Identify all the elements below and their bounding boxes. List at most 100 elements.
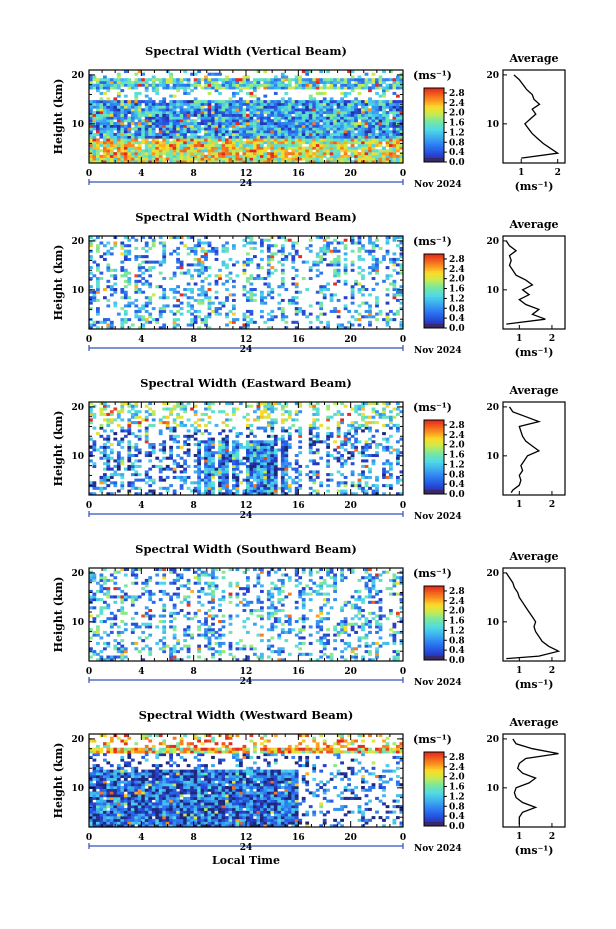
colorbar-segment [424,613,444,617]
colorbar-segment [424,268,444,272]
average-xtick-label: 1 [516,832,522,842]
colorbar-segment [424,766,444,770]
colorbar-tick-label: 2.4 [449,763,465,773]
colorbar-segment [424,322,444,325]
colorbar-segment [424,650,444,654]
colorbar-segment [424,97,444,100]
panel-title: Spectral Width (Vertical Beam) [145,44,347,58]
date-label: Nov 2024 [414,180,462,190]
colorbar-segment [424,777,444,781]
colorbar-segment [424,447,444,451]
colorbar-segment [424,315,444,318]
colorbar-tick-label: 0.8 [449,470,465,480]
xtick-label: 0 [86,169,92,179]
average-xlabel: (ms⁻¹) [515,844,554,857]
colorbar-segment [424,440,444,443]
colorbar-segment [424,95,444,98]
colorbar-segment [424,261,444,264]
colorbar-segment [424,324,444,328]
colorbar-segment [424,141,444,144]
colorbar-segment [424,445,444,449]
colorbar-segment [424,783,444,786]
average-xlabel: (ms⁻¹) [515,180,554,193]
colorbar-tick-label: 0.0 [449,158,465,168]
xtick-label: 4 [138,833,144,843]
colorbar-segment [424,814,444,818]
average-xtick-label: 1 [518,168,524,178]
colorbar-segment [424,636,444,639]
colorbar-segment [424,93,444,96]
colorbar-segment [424,292,444,296]
colorbar-segment [424,617,444,620]
day-label: 24 [240,677,253,687]
panel-title: Spectral Width (Northward Beam) [135,210,357,224]
colorbar-tick-label: 2.8 [449,587,465,597]
average-xlabel: (ms⁻¹) [515,346,554,359]
colorbar-segment [424,300,444,303]
day-label: 24 [240,843,253,853]
colorbar-tick-label: 0.4 [449,646,465,656]
colorbar-segment [424,468,444,471]
colorbar-segment [424,307,444,310]
colorbar-segment [424,265,444,268]
colorbar-frame [423,751,445,827]
colorbar-frame [423,419,445,495]
colorbar-segment [424,765,444,768]
colorbar-segment [424,822,444,826]
xtick-label: 0 [400,169,406,179]
panel-3: Spectral Width (Southward Beam)1020Heigh… [52,542,566,691]
xtick-label: 0 [86,501,92,511]
xtick-label: 4 [138,169,144,179]
xtick-label: 0 [400,335,406,345]
ytick-label: 10 [71,120,84,130]
colorbar-segment [424,281,444,285]
colorbar-segment [424,145,444,148]
colorbar-segment [424,458,444,462]
day-label: 24 [240,345,253,355]
xtick-label: 20 [344,501,357,511]
colorbar-segment [424,427,444,430]
colorbar-segment [424,123,444,126]
colorbar-segment [424,600,444,604]
colorbar-segment [424,119,444,122]
average-ytick-label: 10 [486,618,499,628]
colorbar-segment [424,624,444,628]
ytick-label: 10 [71,452,84,462]
average-xlabel: (ms⁻¹) [515,678,554,691]
colorbar-segment [424,652,444,655]
colorbar-segment [424,436,444,439]
date-label: Nov 2024 [414,678,462,688]
colorbar-segment [424,102,444,106]
xtick-label: 12 [240,833,253,843]
colorbar-segment [424,316,444,320]
colorbar-segment [424,648,444,652]
panel-4: Spectral Width (Westward Beam)1020Height… [52,708,566,867]
colorbar-segment [424,634,444,637]
colorbar-segment [424,132,444,135]
colorbar-segment [424,772,444,775]
colorbar-segment [424,136,444,139]
colorbar-segment [424,302,444,305]
xtick-label: 20 [344,169,357,179]
colorbar-segment [424,457,444,460]
average-ytick-label: 20 [486,403,499,413]
colorbar-tick-label: 0.8 [449,636,465,646]
average-ytick-label: 10 [486,452,499,462]
average-profile-line [508,406,542,493]
colorbar-tick-label: 2.0 [449,275,465,285]
colorbar-segment [424,626,444,629]
colorbar-tick-label: 2.4 [449,431,465,441]
colorbar-segment [424,643,444,646]
colorbar-segment [424,108,444,111]
colorbar-tick-label: 1.2 [449,294,465,304]
colorbar-segment [424,768,444,771]
ylabel: Height (km) [52,743,65,819]
colorbar-segment [424,101,444,104]
colorbar-segment [424,143,444,146]
day-label: 24 [240,511,253,521]
colorbar-segment [424,444,444,447]
colorbar-segment [424,99,444,102]
colorbar-segment [424,311,444,314]
date-label: Nov 2024 [414,512,462,522]
average-frame [502,733,566,828]
